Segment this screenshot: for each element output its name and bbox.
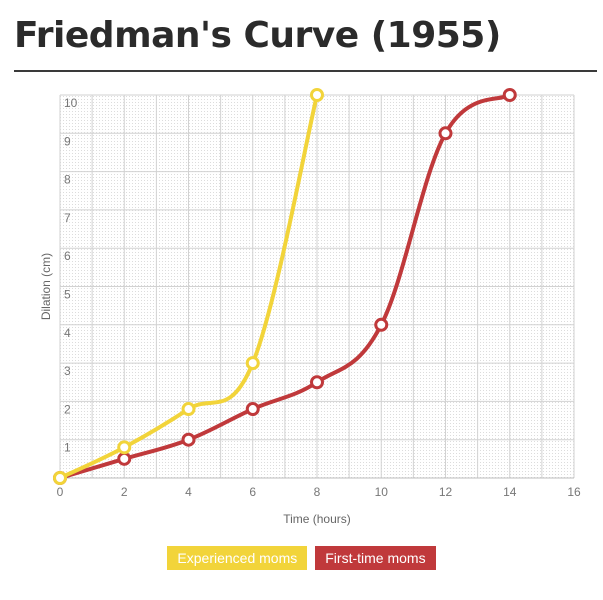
- data-point-experienced-moms[interactable]: [245, 356, 260, 371]
- data-point-first-time-moms[interactable]: [502, 88, 517, 102]
- x-tick-label: 6: [249, 485, 256, 499]
- data-point-experienced-moms[interactable]: [181, 402, 196, 417]
- x-tick-label: 16: [567, 485, 581, 499]
- y-tick-label: 8: [64, 173, 71, 187]
- x-tick-label: 4: [185, 485, 192, 499]
- x-tick-label: 0: [57, 485, 64, 499]
- data-point-experienced-moms[interactable]: [53, 471, 67, 485]
- y-tick-label: 2: [64, 402, 71, 416]
- data-point-first-time-moms[interactable]: [374, 317, 389, 332]
- data-point-first-time-moms[interactable]: [245, 402, 260, 417]
- series-layer: [53, 88, 517, 485]
- legend: Experienced moms First-time moms: [0, 546, 603, 570]
- y-tick-label: 7: [64, 211, 71, 225]
- x-tick-label: 12: [439, 485, 453, 499]
- data-point-experienced-moms[interactable]: [117, 440, 132, 455]
- x-tick-label: 10: [375, 485, 389, 499]
- data-point-experienced-moms[interactable]: [310, 88, 324, 102]
- y-tick-label: 3: [64, 364, 71, 378]
- x-tick-label: 14: [503, 485, 517, 499]
- legend-item-experienced-moms[interactable]: Experienced moms: [167, 546, 308, 570]
- x-tick-labels: 0 2 4 6 8 10 12 14 16: [57, 485, 581, 499]
- page-title: Friedman's Curve (1955): [14, 15, 501, 56]
- y-tick-label: 10: [64, 96, 78, 110]
- data-point-first-time-moms[interactable]: [181, 432, 196, 447]
- data-point-first-time-moms[interactable]: [310, 375, 324, 390]
- legend-item-first-time-moms[interactable]: First-time moms: [315, 546, 436, 570]
- data-point-first-time-moms[interactable]: [438, 126, 453, 141]
- x-tick-label: 2: [121, 485, 128, 499]
- y-tick-label: 4: [64, 326, 71, 340]
- x-axis-label: Time (hours): [283, 512, 351, 526]
- series-line-experienced-moms: [58, 93, 319, 480]
- y-tick-labels: 1 2 3 4 5 6 7 8 9 10: [64, 96, 78, 455]
- y-tick-label: 9: [64, 134, 71, 148]
- y-tick-label: 5: [64, 288, 71, 302]
- x-tick-label: 8: [314, 485, 321, 499]
- title-divider: [14, 70, 597, 72]
- y-axis-label: Dilation (cm): [39, 253, 53, 320]
- y-tick-label: 6: [64, 249, 71, 263]
- y-tick-label: 1: [64, 441, 71, 455]
- data-point-first-time-moms[interactable]: [117, 451, 132, 466]
